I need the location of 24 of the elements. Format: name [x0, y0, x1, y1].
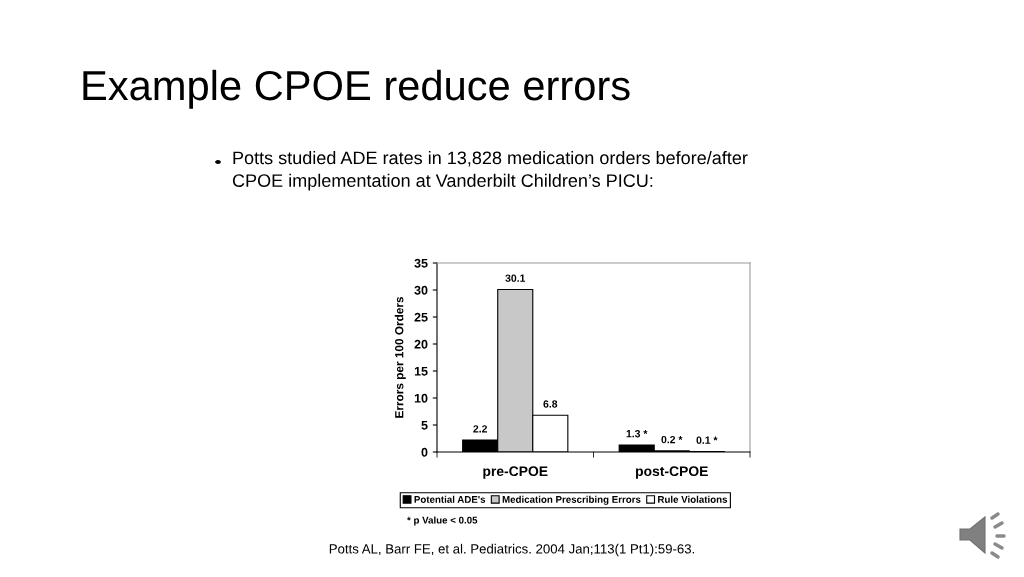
data-label: 2.2 [473, 425, 488, 433]
legend-label: Medication Prescribing Errors [502, 495, 641, 505]
chart-subtitle: Potts studied ADE rates in 13,828 medication orders before/after CPOE implementation at Vanderbilt Children’s PICU: [232, 151, 748, 191]
data-label: 0.2 * [661, 435, 683, 444]
x-tick-label: post-CPOE [636, 466, 708, 479]
y-tick-label: 0 [421, 447, 428, 457]
y-tick-label: 20 [414, 339, 428, 349]
y-tick-label: 30 [414, 285, 428, 295]
y-tick-label: 5 [421, 420, 428, 430]
x-tick-label: pre-CPOE [483, 466, 548, 479]
y-tick-label: 35 [414, 258, 428, 268]
text: * p Value < 0.05 [407, 516, 478, 526]
legend-label: Potential ADE's [414, 495, 486, 503]
data-label: 1.3 * [626, 429, 648, 438]
legend-label: Rule Violations [658, 495, 728, 503]
y-axis-title: Errors per 100 Orders [394, 296, 406, 418]
data-label: 30.1 [505, 274, 526, 282]
data-label: 6.8 [543, 400, 558, 408]
chart-title: Example CPOE reduce errors [83, 69, 630, 109]
text: Potts AL, Barr FE, et al. Pediatrics. 2004 Jan;113(1 Pt1):59-63. [329, 543, 695, 557]
y-tick-label: 15 [414, 366, 428, 376]
data-label: 0.1 * [696, 436, 718, 444]
y-tick-label: 25 [414, 312, 428, 322]
y-tick-label: 10 [414, 393, 428, 403]
